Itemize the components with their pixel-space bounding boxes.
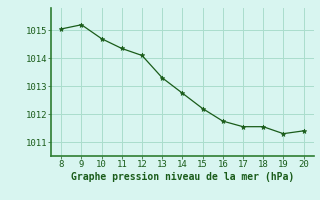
X-axis label: Graphe pression niveau de la mer (hPa): Graphe pression niveau de la mer (hPa) — [71, 172, 294, 182]
